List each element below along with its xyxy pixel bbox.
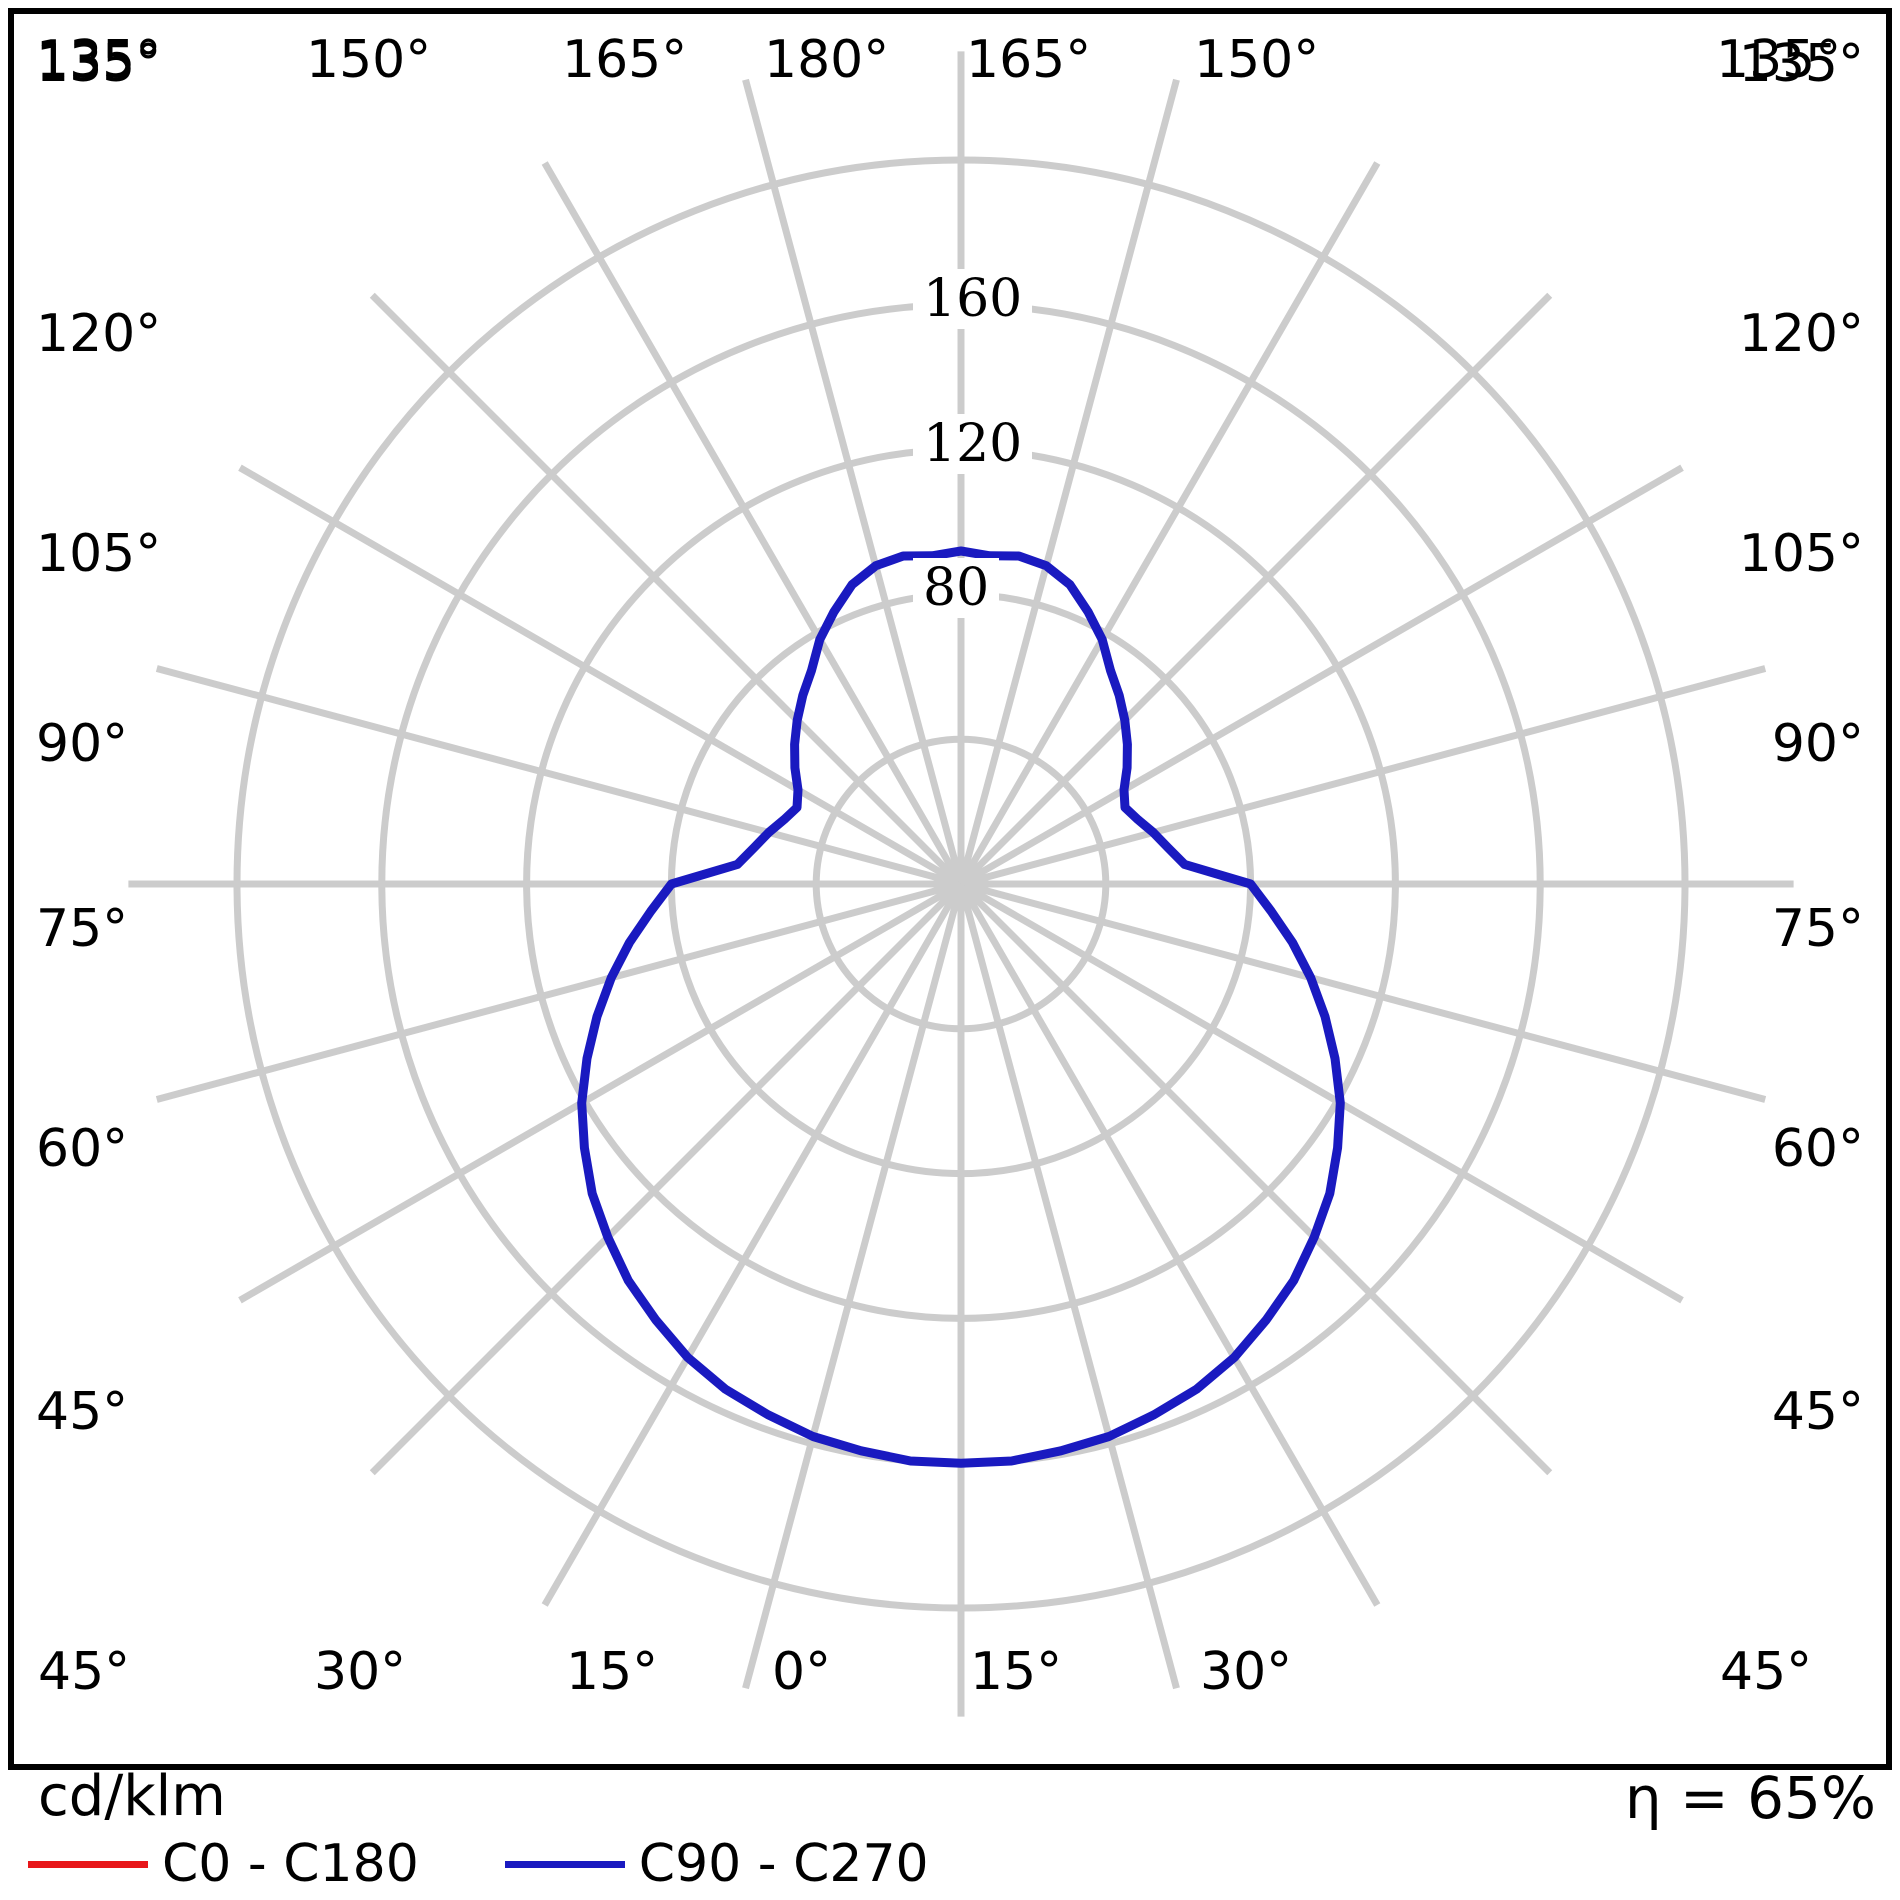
- legend-color-swatch: [504, 1860, 625, 1868]
- angle-tick-label: 135°: [1716, 30, 1842, 90]
- chart-legend: C0 - C180 C90 - C270: [28, 1838, 1015, 1890]
- angle-tick-label: 15°: [566, 1642, 659, 1702]
- angle-tick-label: 105°: [1738, 524, 1864, 584]
- radial-tick-label: 80: [913, 558, 1000, 619]
- chart-footer: cd/klm η = 65% C0 - C180 C90 - C270: [0, 1764, 1900, 1900]
- angle-tick-label: 165°: [966, 30, 1092, 90]
- angle-tick-label: 90°: [36, 714, 129, 774]
- angle-tick-label: 150°: [1194, 30, 1320, 90]
- angle-tick-label: 0°: [772, 1642, 832, 1702]
- angle-tick-label: 75°: [1771, 899, 1864, 959]
- polar-plot-frame: 135° 150° 165° 180° 165° 150° 135° 45° 30° 15° 0° 1…: [8, 8, 1892, 1770]
- angle-tick-label: 75°: [36, 899, 129, 959]
- legend-item[interactable]: C90 - C270: [504, 1834, 929, 1894]
- angle-tick-label: 45°: [36, 1382, 129, 1442]
- angle-tick-label: 135°: [1738, 34, 1864, 94]
- angle-tick-label: 90°: [1771, 714, 1864, 774]
- legend-label: C90 - C270: [638, 1834, 929, 1894]
- polar-series-curves: [577, 546, 1345, 1468]
- angle-tick-label: 30°: [314, 1642, 407, 1702]
- angle-tick-label: 30°: [1200, 1642, 1293, 1702]
- angle-tick-label: 180°: [764, 30, 890, 90]
- angle-tick-label: 135°: [36, 30, 162, 90]
- angle-tick-label: 15°: [970, 1642, 1063, 1702]
- angle-tick-label: 105°: [36, 524, 162, 584]
- angle-tick-label: 45°: [38, 1642, 131, 1702]
- polar-plot-canvas: [128, 51, 1794, 1717]
- radial-tick-label: 120: [913, 413, 1033, 474]
- angle-tick-label: 150°: [306, 30, 432, 90]
- angle-tick-label: 135°: [36, 34, 162, 94]
- angle-tick-label: 60°: [36, 1119, 129, 1179]
- radial-tick-label: 160: [913, 268, 1033, 329]
- angle-tick-label: 60°: [1771, 1119, 1864, 1179]
- angle-tick-label: 45°: [1720, 1642, 1813, 1702]
- legend-label: C0 - C180: [162, 1834, 419, 1894]
- legend-color-swatch: [28, 1860, 148, 1868]
- angle-tick-label: 120°: [36, 304, 162, 364]
- angle-tick-label: 45°: [1771, 1382, 1864, 1442]
- unit-label: cd/klm: [38, 1764, 226, 1829]
- efficiency-label: η = 65%: [1624, 1764, 1876, 1832]
- angle-tick-label: 165°: [562, 30, 688, 90]
- legend-item[interactable]: C0 - C180: [28, 1838, 419, 1890]
- angle-tick-label: 120°: [1738, 304, 1864, 364]
